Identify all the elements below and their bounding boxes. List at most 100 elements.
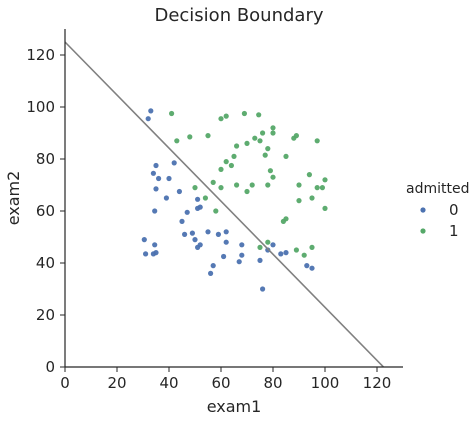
x-axis-label: exam1 bbox=[207, 397, 262, 416]
data-point bbox=[218, 185, 224, 191]
data-point bbox=[322, 205, 328, 211]
data-point bbox=[265, 182, 271, 188]
data-point bbox=[249, 182, 255, 188]
data-point bbox=[301, 252, 307, 258]
data-point bbox=[256, 112, 262, 118]
data-point bbox=[179, 218, 185, 224]
data-point bbox=[260, 130, 266, 136]
chart-title: Decision Boundary bbox=[154, 5, 323, 26]
x-tick-label: 120 bbox=[363, 374, 392, 392]
data-point bbox=[153, 250, 159, 256]
data-point bbox=[314, 138, 320, 144]
data-point bbox=[223, 229, 229, 235]
data-point bbox=[192, 185, 198, 191]
y-tick-label: 100 bbox=[26, 98, 55, 116]
legend-title: admitted bbox=[406, 181, 469, 197]
data-point bbox=[171, 160, 177, 166]
legend-label-0: 0 bbox=[449, 201, 459, 219]
data-point bbox=[143, 251, 149, 257]
data-point bbox=[166, 175, 172, 182]
series-0 bbox=[141, 108, 315, 292]
data-point bbox=[205, 133, 211, 139]
x-ticks: 0 20 40 60 80 100 120 bbox=[60, 367, 391, 392]
series-1 bbox=[169, 110, 328, 258]
data-point bbox=[184, 209, 190, 215]
data-point bbox=[152, 208, 158, 214]
data-point bbox=[221, 253, 227, 260]
data-point bbox=[283, 250, 289, 256]
data-point bbox=[309, 265, 315, 271]
legend-marker-0 bbox=[420, 207, 426, 213]
x-tick-label: 20 bbox=[107, 374, 126, 392]
data-point bbox=[223, 239, 229, 245]
data-point bbox=[262, 152, 268, 158]
data-point bbox=[153, 186, 159, 192]
data-point bbox=[163, 195, 169, 201]
plot-area bbox=[64, 41, 385, 368]
data-point bbox=[270, 125, 276, 131]
y-tick-label: 80 bbox=[36, 150, 55, 168]
y-axis-label: exam2 bbox=[4, 171, 23, 226]
data-point bbox=[169, 110, 175, 117]
data-point bbox=[267, 168, 273, 174]
data-point bbox=[257, 138, 263, 144]
data-point bbox=[319, 185, 325, 191]
data-point bbox=[296, 198, 302, 204]
data-point bbox=[244, 188, 250, 195]
data-point bbox=[210, 263, 216, 269]
data-point bbox=[218, 116, 224, 122]
data-point bbox=[141, 237, 147, 243]
data-point bbox=[197, 204, 203, 210]
data-point bbox=[309, 244, 315, 250]
data-point bbox=[257, 257, 263, 263]
data-point bbox=[228, 162, 234, 169]
data-point bbox=[192, 237, 198, 243]
data-point bbox=[304, 263, 310, 269]
data-point bbox=[252, 135, 258, 141]
data-point bbox=[223, 113, 229, 119]
data-point bbox=[322, 177, 328, 183]
data-point bbox=[152, 242, 158, 248]
data-point bbox=[296, 182, 302, 188]
data-point bbox=[153, 162, 159, 169]
data-point bbox=[182, 231, 188, 237]
y-ticks: 0 20 40 60 80 100 120 bbox=[26, 46, 65, 376]
axes bbox=[64, 29, 403, 368]
data-point bbox=[205, 229, 211, 235]
data-point bbox=[270, 242, 276, 248]
data-point bbox=[218, 166, 224, 172]
data-point bbox=[257, 244, 263, 250]
legend-marker-1 bbox=[420, 228, 426, 234]
legend: admitted 0 1 bbox=[406, 181, 469, 240]
data-point bbox=[174, 138, 180, 144]
x-tick-label: 80 bbox=[263, 374, 282, 392]
data-point bbox=[210, 179, 216, 185]
data-point bbox=[314, 185, 320, 191]
data-point bbox=[231, 153, 237, 159]
data-point bbox=[265, 146, 271, 152]
data-point bbox=[213, 208, 219, 214]
data-point bbox=[223, 159, 229, 165]
legend-label-1: 1 bbox=[449, 222, 459, 240]
data-point bbox=[145, 116, 151, 122]
y-tick-label: 20 bbox=[36, 306, 55, 324]
data-point bbox=[270, 130, 276, 136]
data-point bbox=[236, 259, 242, 265]
x-tick-label: 100 bbox=[311, 374, 340, 392]
data-point bbox=[234, 182, 240, 188]
data-point bbox=[280, 218, 286, 224]
data-point bbox=[239, 252, 245, 258]
data-point bbox=[265, 239, 271, 245]
decision-boundary-line bbox=[64, 41, 385, 368]
data-point bbox=[244, 140, 250, 146]
data-point bbox=[270, 174, 276, 180]
data-point bbox=[239, 242, 245, 248]
data-point bbox=[306, 172, 312, 178]
data-point bbox=[202, 195, 208, 201]
data-point bbox=[293, 247, 299, 253]
data-point bbox=[195, 244, 201, 250]
data-point bbox=[215, 231, 221, 237]
data-point bbox=[309, 195, 315, 201]
x-tick-label: 0 bbox=[60, 374, 70, 392]
data-point bbox=[189, 230, 195, 236]
